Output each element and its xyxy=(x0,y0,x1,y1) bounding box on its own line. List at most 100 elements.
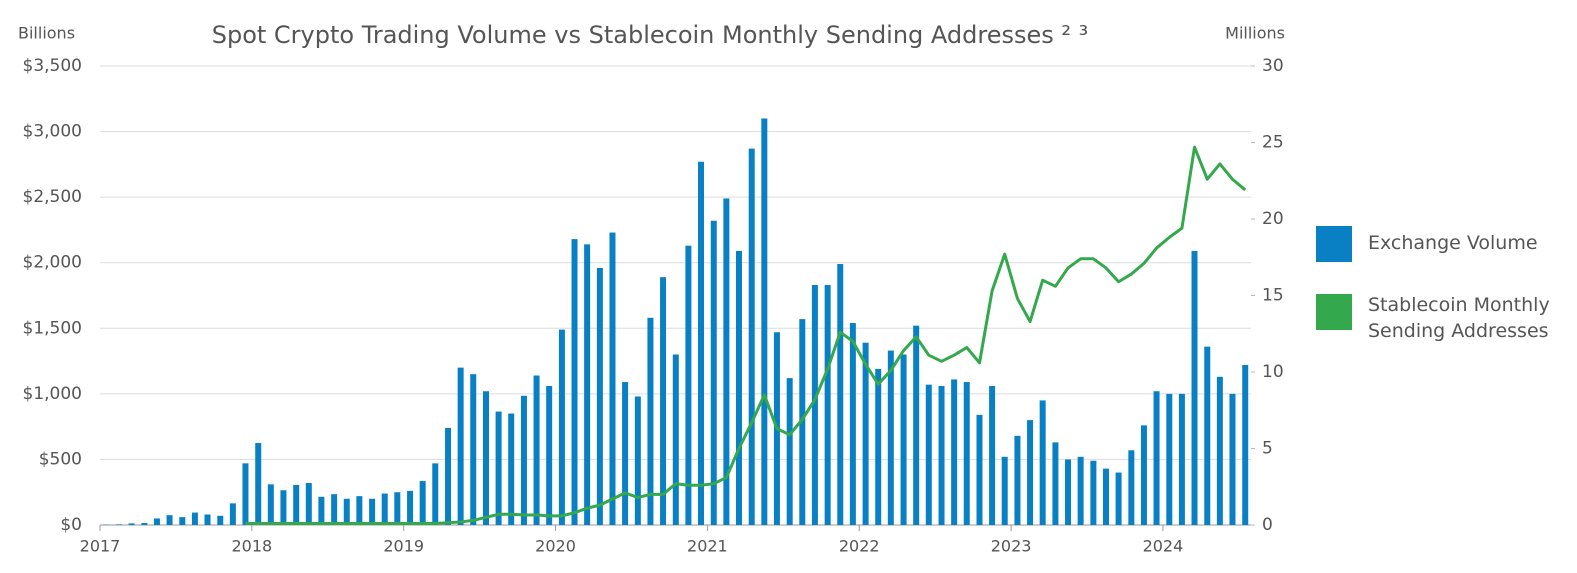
bar xyxy=(141,523,148,525)
bar xyxy=(191,512,198,525)
bar xyxy=(900,354,907,525)
y2-tick-label: 25 xyxy=(1262,133,1284,153)
bar xyxy=(179,517,186,525)
bar xyxy=(280,490,287,525)
legend-swatch xyxy=(1316,294,1352,330)
bar xyxy=(622,382,629,525)
bar xyxy=(735,250,742,525)
legend-swatch xyxy=(1316,226,1352,262)
x-tick-label: 2018 xyxy=(231,537,272,556)
bar xyxy=(546,385,553,525)
bar xyxy=(660,277,667,525)
bar xyxy=(862,342,869,525)
bar xyxy=(951,379,958,525)
bar xyxy=(204,514,211,525)
bar xyxy=(685,245,692,525)
legend-item: Stablecoin Monthly Sending Addresses xyxy=(1316,294,1568,344)
legend-label: Exchange Volume xyxy=(1368,232,1538,254)
bar xyxy=(824,285,831,525)
bar xyxy=(457,367,464,525)
bar xyxy=(1090,460,1097,525)
bar xyxy=(1052,442,1059,525)
y2-axis-label: Millions xyxy=(1225,24,1285,43)
bar xyxy=(1204,346,1211,525)
bar xyxy=(470,374,477,525)
bar xyxy=(698,161,705,525)
bar xyxy=(596,267,603,525)
bar xyxy=(634,396,641,525)
bar xyxy=(369,498,376,525)
y-tick-label: $3,500 xyxy=(23,56,82,76)
x-tick-label: 2021 xyxy=(687,537,728,556)
x-tick-label: 2022 xyxy=(839,537,880,556)
bar xyxy=(533,375,540,525)
legend-item: Exchange Volume xyxy=(1316,226,1568,262)
bar xyxy=(153,518,160,525)
legend-label: Stablecoin Monthly Sending Addresses xyxy=(1368,294,1550,342)
bar xyxy=(571,239,578,525)
x-tick-label: 2020 xyxy=(535,537,576,556)
bar xyxy=(849,323,856,525)
y-tick-label: $3,000 xyxy=(23,122,82,142)
bar xyxy=(128,523,135,525)
bar xyxy=(1166,393,1173,525)
y-tick-label: $2,500 xyxy=(23,187,82,207)
bar xyxy=(1014,435,1021,525)
bar xyxy=(318,496,325,525)
bar xyxy=(1128,450,1135,525)
bar xyxy=(1229,393,1236,525)
bar xyxy=(609,232,616,525)
bar xyxy=(811,285,818,525)
bar xyxy=(1115,472,1122,525)
bar xyxy=(508,413,515,525)
bar xyxy=(710,220,717,525)
bar xyxy=(217,515,224,525)
bar xyxy=(419,481,426,525)
bar xyxy=(837,264,844,525)
bar xyxy=(672,354,679,525)
bar xyxy=(394,492,401,525)
bar xyxy=(558,329,565,525)
y-axis-label: Billions xyxy=(18,24,75,43)
x-tick-label: 2024 xyxy=(1143,537,1184,556)
bar xyxy=(166,515,173,525)
bar xyxy=(242,463,249,525)
bar xyxy=(115,524,122,525)
bar xyxy=(331,494,338,525)
y-tick-label: $2,000 xyxy=(23,253,82,273)
bar xyxy=(963,382,970,525)
bar xyxy=(1027,420,1034,525)
bar xyxy=(229,503,236,525)
y2-tick-label: 20 xyxy=(1262,209,1284,229)
bar xyxy=(1153,391,1160,525)
bar xyxy=(381,493,388,525)
bar xyxy=(267,484,274,525)
line xyxy=(245,145,1247,525)
bar xyxy=(343,498,350,525)
x-tick-label: 2023 xyxy=(991,537,1032,556)
bar xyxy=(1216,376,1223,525)
bar xyxy=(761,118,768,525)
x-tick-label: 2019 xyxy=(383,537,424,556)
bar xyxy=(445,427,452,525)
bar xyxy=(407,490,414,525)
bar xyxy=(1102,468,1109,525)
y-tick-label: $500 xyxy=(39,449,82,469)
bar xyxy=(482,391,489,525)
bar xyxy=(976,414,983,525)
bar xyxy=(255,443,262,525)
bar xyxy=(989,385,996,525)
bar xyxy=(495,411,502,525)
bar xyxy=(925,384,932,525)
bar xyxy=(799,319,806,525)
bar xyxy=(1191,250,1198,525)
x-tick-label: 2017 xyxy=(80,537,121,556)
bar xyxy=(723,198,730,525)
y2-tick-label: 0 xyxy=(1262,515,1273,535)
bar xyxy=(1039,400,1046,525)
bar xyxy=(938,385,945,525)
y2-tick-label: 15 xyxy=(1262,286,1284,306)
bar xyxy=(913,325,920,525)
